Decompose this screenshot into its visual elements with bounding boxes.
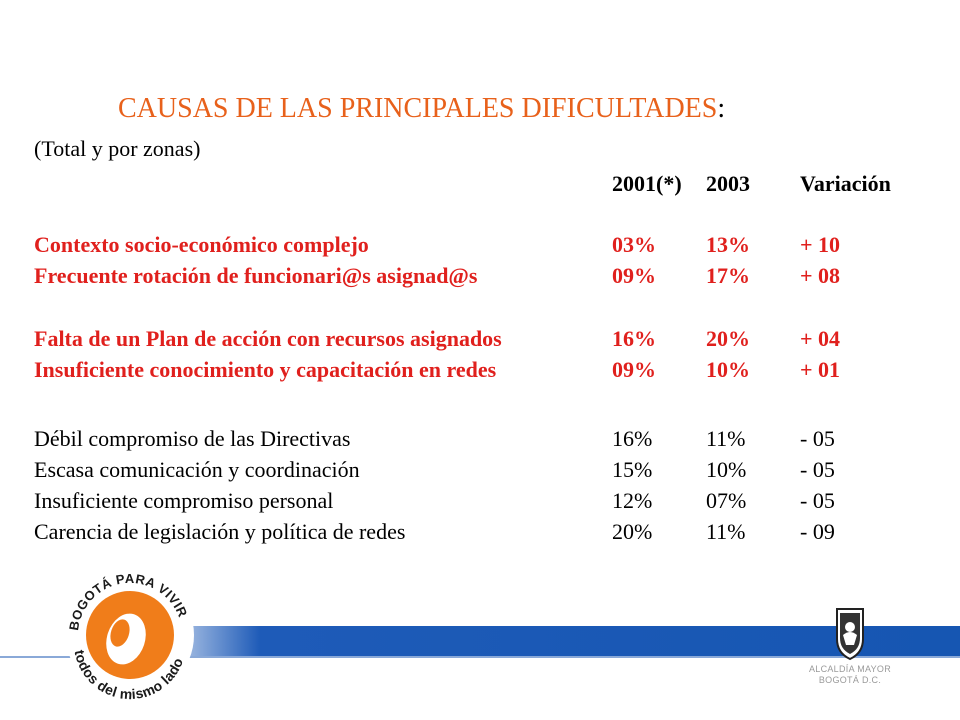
row-label: Carencia de legislación y política de re…: [34, 519, 406, 544]
row-value-2001: 16%: [612, 326, 656, 351]
bogota-para-vivir-logo: BOGOTÁ PARA VIVIR todos del mismo lado: [66, 571, 194, 702]
row-value-2003: 07%: [706, 488, 747, 513]
row-label: Contexto socio-económico complejo: [34, 232, 369, 257]
table-row: Contexto socio-económico complejo 03% 13…: [34, 232, 934, 260]
slide-title: CAUSAS DE LAS PRINCIPALES DIFICULTADES:: [118, 93, 725, 125]
footer-band-line: [0, 656, 960, 658]
row-value-2003: 20%: [706, 326, 750, 351]
row-value-2001: 09%: [612, 263, 656, 288]
row-value-2003: 11%: [706, 426, 746, 451]
row-label: Falta de un Plan de acción con recursos …: [34, 326, 502, 351]
table-row: Falta de un Plan de acción con recursos …: [34, 326, 934, 354]
table-row: Carencia de legislación y política de re…: [34, 519, 934, 547]
row-value-2001: 15%: [612, 457, 653, 482]
row-label: Frecuente rotación de funcionari@s asign…: [34, 263, 478, 288]
table-row: Escasa comunicación y coordinación 15% 1…: [34, 457, 934, 485]
row-value-2003: 10%: [706, 457, 747, 482]
table-row: Frecuente rotación de funcionari@s asign…: [34, 263, 934, 291]
row-label: Débil compromiso de las Directivas: [34, 426, 351, 451]
coat-of-arms-icon: [836, 608, 864, 661]
table-row: Débil compromiso de las Directivas 16% 1…: [34, 426, 934, 454]
header-2003: 2003: [706, 171, 750, 196]
row-variation: + 01: [800, 357, 841, 382]
row-value-2003: 11%: [706, 519, 746, 544]
row-value-2001: 16%: [612, 426, 653, 451]
row-value-2003: 17%: [706, 263, 750, 288]
row-variation: + 08: [800, 263, 841, 288]
title-colon: :: [717, 93, 726, 124]
header-2001: 2001(*): [612, 171, 682, 196]
row-value-2001: 03%: [612, 232, 656, 257]
row-value-2001: 09%: [612, 357, 656, 382]
row-value-2001: 12%: [612, 488, 653, 513]
row-value-2003: 10%: [706, 357, 750, 382]
seal-line-1: ALCALDÍA MAYOR: [808, 664, 892, 674]
row-label: Insuficiente compromiso personal: [34, 488, 334, 513]
row-label: Insuficiente conocimiento y capacitación…: [34, 357, 497, 382]
row-variation: - 09: [800, 519, 835, 544]
table-row: Insuficiente compromiso personal 12% 07%…: [34, 488, 934, 516]
table-row: Insuficiente conocimiento y capacitación…: [34, 357, 934, 385]
alcaldia-seal-text: ALCALDÍA MAYOR BOGOTÁ D.C.: [800, 664, 900, 686]
header-variacion: Variación: [800, 171, 891, 196]
subtitle: (Total y por zonas): [34, 136, 201, 161]
table-header-row: 2001(*) 2003 Variación: [34, 171, 934, 199]
seal-line-2: BOGOTÁ D.C.: [818, 675, 882, 685]
row-variation: - 05: [800, 426, 835, 451]
row-variation: - 05: [800, 488, 835, 513]
row-variation: + 10: [800, 232, 841, 257]
title-text: CAUSAS DE LAS PRINCIPALES DIFICULTADES: [118, 93, 718, 124]
row-value-2003: 13%: [706, 232, 750, 257]
row-variation: + 04: [800, 326, 841, 351]
row-value-2001: 20%: [612, 519, 653, 544]
row-variation: - 05: [800, 457, 835, 482]
row-label: Escasa comunicación y coordinación: [34, 457, 360, 482]
